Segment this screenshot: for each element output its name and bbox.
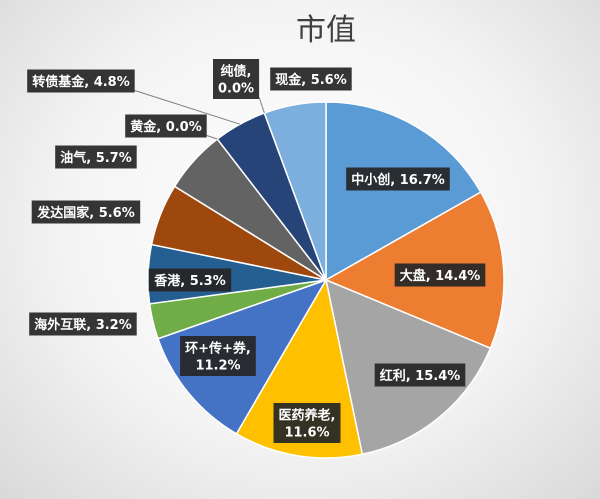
svg-text:油气, 5.7%: 油气, 5.7% xyxy=(60,150,132,166)
data-label-8: 发达国家, 5.6% xyxy=(31,200,141,224)
svg-text:黄金, 0.0%: 黄金, 0.0% xyxy=(130,119,202,135)
svg-text:发达国家, 5.6%: 发达国家, 5.6% xyxy=(36,205,135,221)
data-label-10: 黄金, 0.0% xyxy=(125,114,207,138)
data-label-4: 医药养老, 11.6% xyxy=(273,403,341,443)
leader-line-11 xyxy=(134,90,241,125)
svg-text:环+传+券,: 环+传+券, xyxy=(185,341,251,357)
svg-text:红利, 15.4%: 红利, 15.4% xyxy=(380,368,461,384)
svg-text:11.2%: 11.2% xyxy=(195,359,240,374)
leader-line-12 xyxy=(258,96,265,114)
svg-text:转债基金, 4.8%: 转债基金, 4.8% xyxy=(32,74,130,90)
data-label-2: 大盘, 14.4% xyxy=(394,263,486,287)
pie-slice-1 xyxy=(325,101,482,282)
svg-text:医药养老,: 医药养老, xyxy=(279,408,336,424)
data-labels: 中小创, 16.7% 大盘, 14.4% 红利, 15.4% 医药养老, 11.6% 环+… xyxy=(27,59,486,443)
leader-line-10 xyxy=(206,135,218,140)
data-label-1: 中小创, 16.7% xyxy=(346,167,450,191)
chart-title: 市值 xyxy=(296,13,356,48)
leader-lines xyxy=(134,90,265,140)
svg-text:海外互联, 3.2%: 海外互联, 3.2% xyxy=(34,317,132,333)
svg-text:现金, 5.6%: 现金, 5.6% xyxy=(275,72,347,88)
data-label-11: 转债基金, 4.8% xyxy=(27,69,135,93)
data-label-5: 环+传+券, 11.2% xyxy=(180,336,256,376)
svg-text:中小创, 16.7%: 中小创, 16.7% xyxy=(351,172,445,188)
data-label-13: 现金, 5.6% xyxy=(270,67,352,91)
data-label-12: 纯债, 0.0% xyxy=(213,59,260,99)
svg-text:香港, 5.3%: 香港, 5.3% xyxy=(153,273,226,289)
svg-text:纯债,: 纯债, xyxy=(221,64,252,80)
data-label-7: 香港, 5.3% xyxy=(148,268,232,292)
svg-text:大盘, 14.4%: 大盘, 14.4% xyxy=(400,268,481,284)
data-label-3: 红利, 15.4% xyxy=(374,363,466,387)
data-label-6: 海外互联, 3.2% xyxy=(29,312,137,336)
data-label-9: 油气, 5.7% xyxy=(55,145,137,169)
svg-text:11.6%: 11.6% xyxy=(284,426,329,441)
svg-text:0.0%: 0.0% xyxy=(218,82,254,97)
